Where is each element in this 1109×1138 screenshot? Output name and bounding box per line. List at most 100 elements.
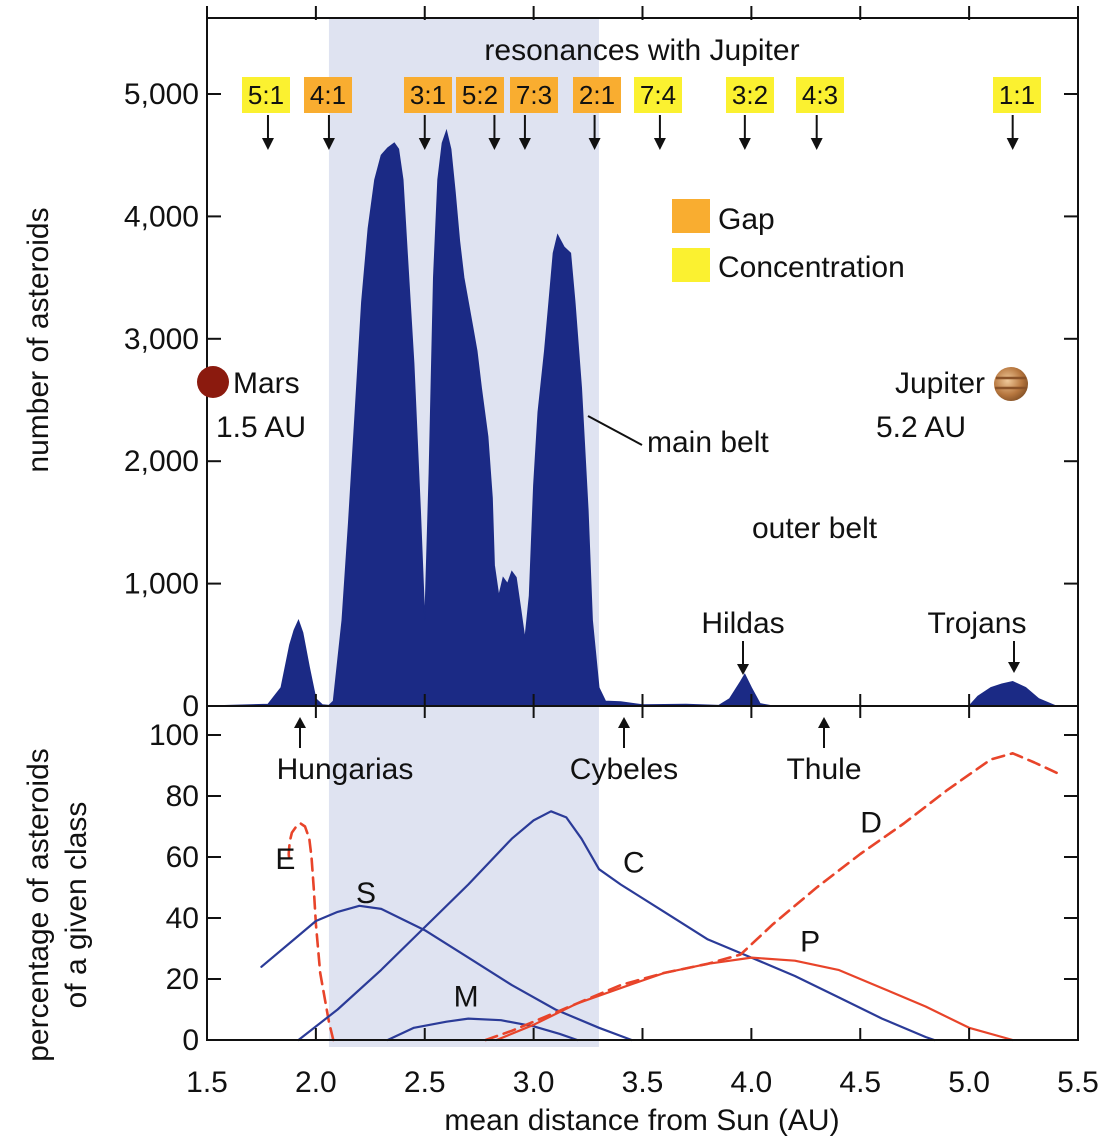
- resonance-box: [510, 77, 558, 113]
- resonance-box: [993, 77, 1041, 113]
- resonance-arrow-head: [588, 138, 601, 150]
- bottom-ytick-label: 80: [166, 780, 199, 813]
- resonance-box: [726, 77, 774, 113]
- resonance-label: 4:3: [802, 80, 838, 110]
- trojans-label: Trojans: [928, 607, 1027, 640]
- class-line-m: [386, 1017, 579, 1042]
- resonance-label: 5:2: [462, 80, 498, 110]
- resonance-box: [242, 77, 290, 113]
- chart-title: resonances with Jupiter: [484, 34, 799, 67]
- resonance-3-1: 3:1: [404, 77, 452, 150]
- bottom-ylabel-line2: of a given class: [60, 802, 93, 1009]
- resonance-box: [304, 77, 352, 113]
- class-label-s: S: [356, 877, 376, 910]
- top-histogram-layer: [206, 128, 1057, 707]
- resonance-7-3: 7:3: [510, 77, 558, 150]
- resonance-arrow-head: [518, 138, 531, 150]
- x-axis-label: mean distance from Sun (AU): [444, 1104, 839, 1137]
- legend-concentration-swatch: [672, 248, 710, 282]
- resonance-label: 4:1: [310, 80, 346, 110]
- class-line-p: [495, 956, 1014, 1042]
- bottom-ytick-label: 40: [166, 902, 199, 935]
- top-ytick-label: 3,000: [124, 323, 199, 356]
- top-ytick-label: 2,000: [124, 445, 199, 478]
- resonance-arrow-head: [653, 138, 666, 150]
- labels-layer: E S M C D P 0 1,000 2,000 3,000 4,000 5,000 0 20 40 60 8…: [124, 77, 1099, 1099]
- class-line-s: [260, 904, 633, 1042]
- resonance-arrow-head: [418, 138, 431, 150]
- resonance-2-1: 2:1: [573, 77, 621, 150]
- outer-belt-label: outer belt: [752, 512, 878, 545]
- trojans-arrow: [1008, 641, 1020, 673]
- resonance-label: 5:1: [248, 80, 284, 110]
- resonance-arrow-head: [1006, 138, 1019, 150]
- hildas-arrow: [737, 641, 749, 675]
- legend-concentration-label: Concentration: [718, 251, 905, 284]
- resonance-4-3: 4:3: [796, 77, 844, 150]
- top-ytick-label: 4,000: [124, 200, 199, 233]
- resonance-label: 3:1: [410, 80, 446, 110]
- resonance-label: 7:3: [516, 80, 552, 110]
- thule-arrow: [818, 717, 830, 748]
- xtick-label: 4.5: [839, 1066, 881, 1099]
- xtick-label: 2.0: [295, 1066, 337, 1099]
- class-line-c: [297, 810, 936, 1042]
- xtick-label: 5.5: [1057, 1066, 1099, 1099]
- resonance-1-1: 1:1: [993, 77, 1041, 150]
- xtick-label: 4.0: [731, 1066, 773, 1099]
- legend-gap-label: Gap: [718, 203, 775, 236]
- xtick-label: 1.5: [186, 1066, 228, 1099]
- resonance-7-4: 7:4: [634, 77, 682, 150]
- hungarias-label: Hungarias: [277, 753, 414, 786]
- bottom-ytick-label: 100: [149, 719, 199, 752]
- cybeles-arrow: [618, 717, 630, 748]
- resonance-3-2: 3:2: [726, 77, 774, 150]
- resonance-arrow-head: [810, 138, 823, 150]
- resonance-5-2: 5:2: [456, 77, 504, 150]
- resonance-label: 1:1: [999, 80, 1035, 110]
- legend-gap-swatch: [672, 199, 710, 233]
- resonance-label: 7:4: [640, 80, 676, 110]
- resonance-label: 3:2: [732, 80, 768, 110]
- top-ytick-label: 0: [182, 690, 199, 723]
- resonance-box: [456, 77, 504, 113]
- mars-distance-label: 1.5 AU: [216, 411, 306, 444]
- ticks-layer: [206, 6, 1079, 1041]
- class-label-p: P: [800, 926, 820, 959]
- main-belt-label: main belt: [647, 426, 769, 459]
- mars-planet-icon: [197, 366, 229, 398]
- hildas-label: Hildas: [701, 607, 784, 640]
- bottom-ylabel-line1: percentage of asteroids: [22, 748, 55, 1062]
- mars-name-label: Mars: [233, 367, 300, 400]
- xtick-label: 2.5: [404, 1066, 446, 1099]
- main-belt-pointer-line: [587, 415, 643, 446]
- xtick-label: 3.0: [513, 1066, 555, 1099]
- class-lines-layer: [260, 752, 1062, 1042]
- resonance-5-1: 5:1: [242, 77, 290, 150]
- resonance-box: [634, 77, 682, 113]
- hungarias-arrow: [294, 717, 306, 748]
- class-label-d: D: [860, 807, 882, 840]
- bottom-ytick-label: 0: [182, 1024, 199, 1057]
- top-ytick-label: 5,000: [124, 78, 199, 111]
- resonance-box: [796, 77, 844, 113]
- class-label-c: C: [623, 846, 645, 879]
- xtick-label: 5.0: [948, 1066, 990, 1099]
- resonance-arrow-head: [738, 138, 751, 150]
- class-line-e: [287, 822, 335, 1042]
- bottom-ytick-label: 20: [166, 963, 199, 996]
- resonance-box: [404, 77, 452, 113]
- jupiter-name-label: Jupiter: [895, 367, 985, 400]
- resonance-4-1: 4:1: [304, 77, 352, 150]
- resonance-label: 2:1: [579, 80, 615, 110]
- bottom-ytick-label: 60: [166, 841, 199, 874]
- cybeles-label: Cybeles: [570, 753, 678, 786]
- resonance-arrow-head: [488, 138, 501, 150]
- resonance-arrow-head: [261, 138, 274, 150]
- class-label-m: M: [454, 980, 479, 1013]
- jupiter-planet-icon: [994, 367, 1028, 401]
- asteroid-count-area: [206, 128, 1057, 707]
- thule-label: Thule: [786, 753, 861, 786]
- resonance-arrow-head: [322, 138, 335, 150]
